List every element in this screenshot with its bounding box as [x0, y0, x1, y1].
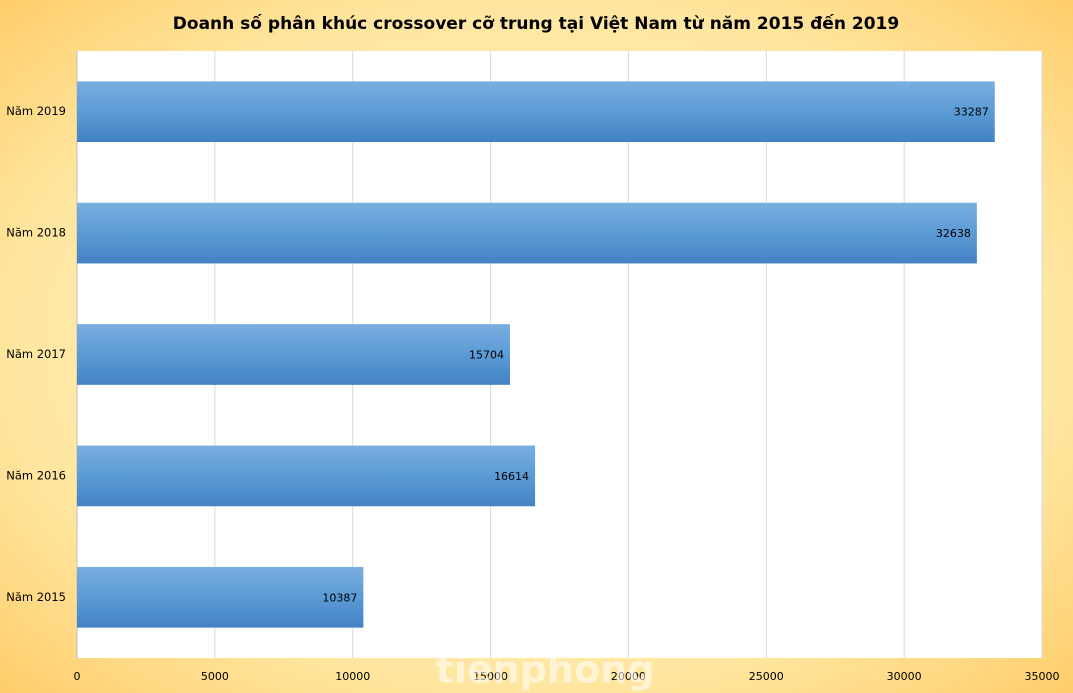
- y-tick-label: Năm 2015: [6, 590, 66, 604]
- x-tick-label: 0: [74, 670, 81, 683]
- value-label: 16614: [494, 470, 529, 483]
- bar: [77, 202, 977, 264]
- value-label: 15704: [469, 349, 504, 362]
- y-tick-label: Năm 2016: [6, 468, 66, 482]
- bar: [77, 566, 364, 628]
- chart-title: Doanh số phân khúc crossover cỡ trung tạ…: [173, 13, 899, 34]
- bar: [77, 445, 536, 507]
- value-label: 33287: [954, 106, 989, 119]
- y-tick-label: Năm 2019: [6, 104, 66, 118]
- bar: [77, 324, 510, 385]
- x-tick-label: 25000: [749, 670, 784, 683]
- value-label: 32638: [936, 227, 971, 240]
- y-tick-label: Năm 2018: [6, 226, 66, 240]
- value-label: 10387: [322, 591, 357, 604]
- y-tick-label: Năm 2017: [6, 347, 66, 361]
- x-tick-label: 30000: [887, 670, 922, 683]
- x-tick-label: 10000: [335, 670, 370, 683]
- bar: [77, 81, 995, 143]
- watermark: tienphong: [436, 648, 655, 692]
- x-tick-label: 20000: [611, 670, 646, 683]
- x-tick-label: 35000: [1025, 670, 1060, 683]
- x-tick-label: 5000: [201, 670, 229, 683]
- x-tick-label: 15000: [473, 670, 508, 683]
- chart-layer: 0 5000 10000 15000 20000 25000 30000 35000 Năm 2…: [6, 51, 1060, 692]
